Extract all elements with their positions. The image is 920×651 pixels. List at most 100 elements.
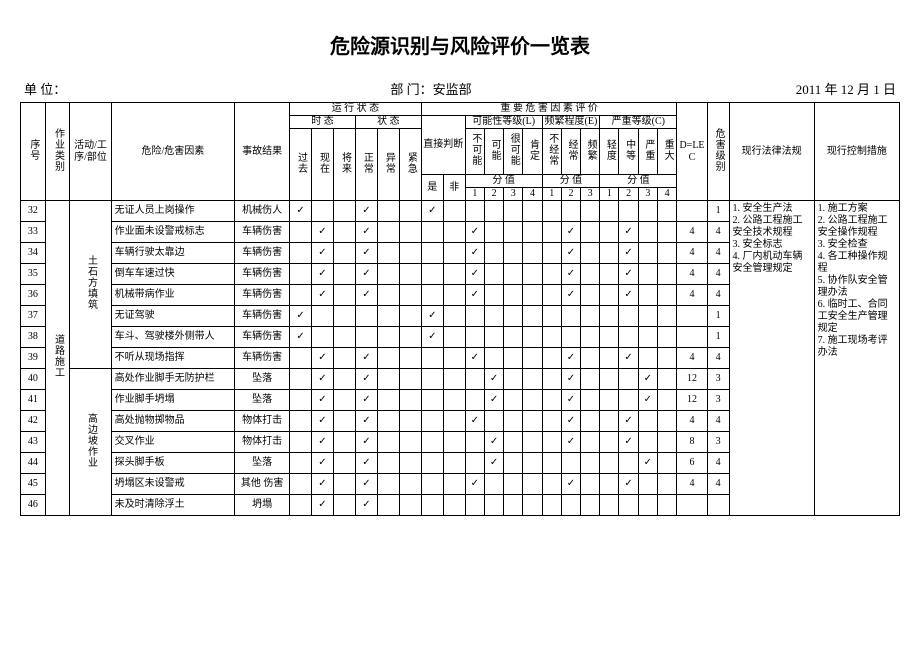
cell: [355, 201, 377, 222]
th-C: 严重等级(C): [600, 116, 677, 129]
cell: [399, 369, 421, 390]
cell: [619, 306, 638, 327]
cell: [484, 243, 503, 264]
cell: [619, 264, 638, 285]
cell: [504, 285, 523, 306]
cell: [333, 495, 355, 516]
cell: 43: [21, 432, 46, 453]
th-time: 时 态: [290, 116, 356, 129]
cell: [581, 327, 600, 348]
cell: [561, 348, 580, 369]
th-E: 频繁程度(E): [542, 116, 600, 129]
date-label: 2011 年 12 月 1 日: [796, 79, 896, 98]
cell: 1: [707, 201, 729, 222]
th-E1: 不经常: [542, 129, 561, 175]
cell: [504, 201, 523, 222]
th-C1: 轻度: [600, 129, 619, 175]
cell: [561, 327, 580, 348]
cell: [561, 495, 580, 516]
cell: [312, 369, 334, 390]
cell: 46: [21, 495, 46, 516]
cell: 41: [21, 390, 46, 411]
cell: [542, 306, 561, 327]
group-cell: 高边坡作业: [70, 369, 111, 516]
th-n10: 3: [638, 188, 657, 201]
cell: [333, 348, 355, 369]
cell: 45: [21, 474, 46, 495]
cell: 倒车车速过快: [111, 264, 235, 285]
cell: [443, 201, 465, 222]
th-Escore: 分 值: [542, 175, 600, 188]
cell: [600, 306, 619, 327]
cell: [377, 327, 399, 348]
cell: [542, 453, 561, 474]
cell: [600, 369, 619, 390]
cell: [581, 348, 600, 369]
cell: [581, 390, 600, 411]
cell: [484, 432, 503, 453]
cell: [377, 243, 399, 264]
cell: [355, 390, 377, 411]
cell: [657, 453, 676, 474]
group-cell: 土石方填筑: [70, 201, 111, 369]
cell: 坠落: [235, 369, 290, 390]
th-past: 过去: [290, 129, 312, 201]
cell: [312, 348, 334, 369]
cell: [290, 369, 312, 390]
cell: 1: [707, 327, 729, 348]
cell: [504, 264, 523, 285]
cell: 物体打击: [235, 432, 290, 453]
cell: [484, 453, 503, 474]
cell: [561, 432, 580, 453]
cell: [523, 243, 542, 264]
th-n4: 4: [523, 188, 542, 201]
th-C4: 重大: [657, 129, 676, 175]
cell: 坍塌区未设警戒: [111, 474, 235, 495]
cell: [377, 348, 399, 369]
cell: 高处抛物掷物品: [111, 411, 235, 432]
th-state: 状 态: [355, 116, 421, 129]
cell: 8: [677, 432, 707, 453]
cell: [465, 222, 484, 243]
cell: [312, 264, 334, 285]
th-ctrl: 现行控制措施: [814, 103, 899, 201]
th-norm: 正常: [355, 129, 377, 201]
cell: [523, 432, 542, 453]
category-cell: 道路施工: [45, 201, 70, 516]
cell: 车辆伤害: [235, 264, 290, 285]
cell: [581, 201, 600, 222]
cell: [523, 222, 542, 243]
cell: [377, 222, 399, 243]
cell: [600, 327, 619, 348]
th-now: 现在: [312, 129, 334, 201]
cell: [561, 369, 580, 390]
cell: [542, 327, 561, 348]
cell: 4: [677, 222, 707, 243]
cell: [504, 243, 523, 264]
th-act: 活动/工序/部位: [70, 103, 111, 201]
th-haz: 危险/危害因素: [111, 103, 235, 201]
cell: 42: [21, 411, 46, 432]
cell: [600, 474, 619, 495]
cell: [399, 474, 421, 495]
cell: [443, 306, 465, 327]
cell: [399, 348, 421, 369]
cell: [619, 243, 638, 264]
cell: [619, 495, 638, 516]
cell: [638, 348, 657, 369]
cell: [377, 201, 399, 222]
cell: [465, 327, 484, 348]
cell: [399, 495, 421, 516]
cell: [355, 411, 377, 432]
cell: 40: [21, 369, 46, 390]
cell: 12: [677, 369, 707, 390]
cell: [600, 390, 619, 411]
cell: [638, 285, 657, 306]
cell: [290, 495, 312, 516]
cell: [355, 264, 377, 285]
th-C3: 严重: [638, 129, 657, 175]
cell: [638, 306, 657, 327]
cell: [638, 264, 657, 285]
cell: [355, 285, 377, 306]
cell: [581, 432, 600, 453]
